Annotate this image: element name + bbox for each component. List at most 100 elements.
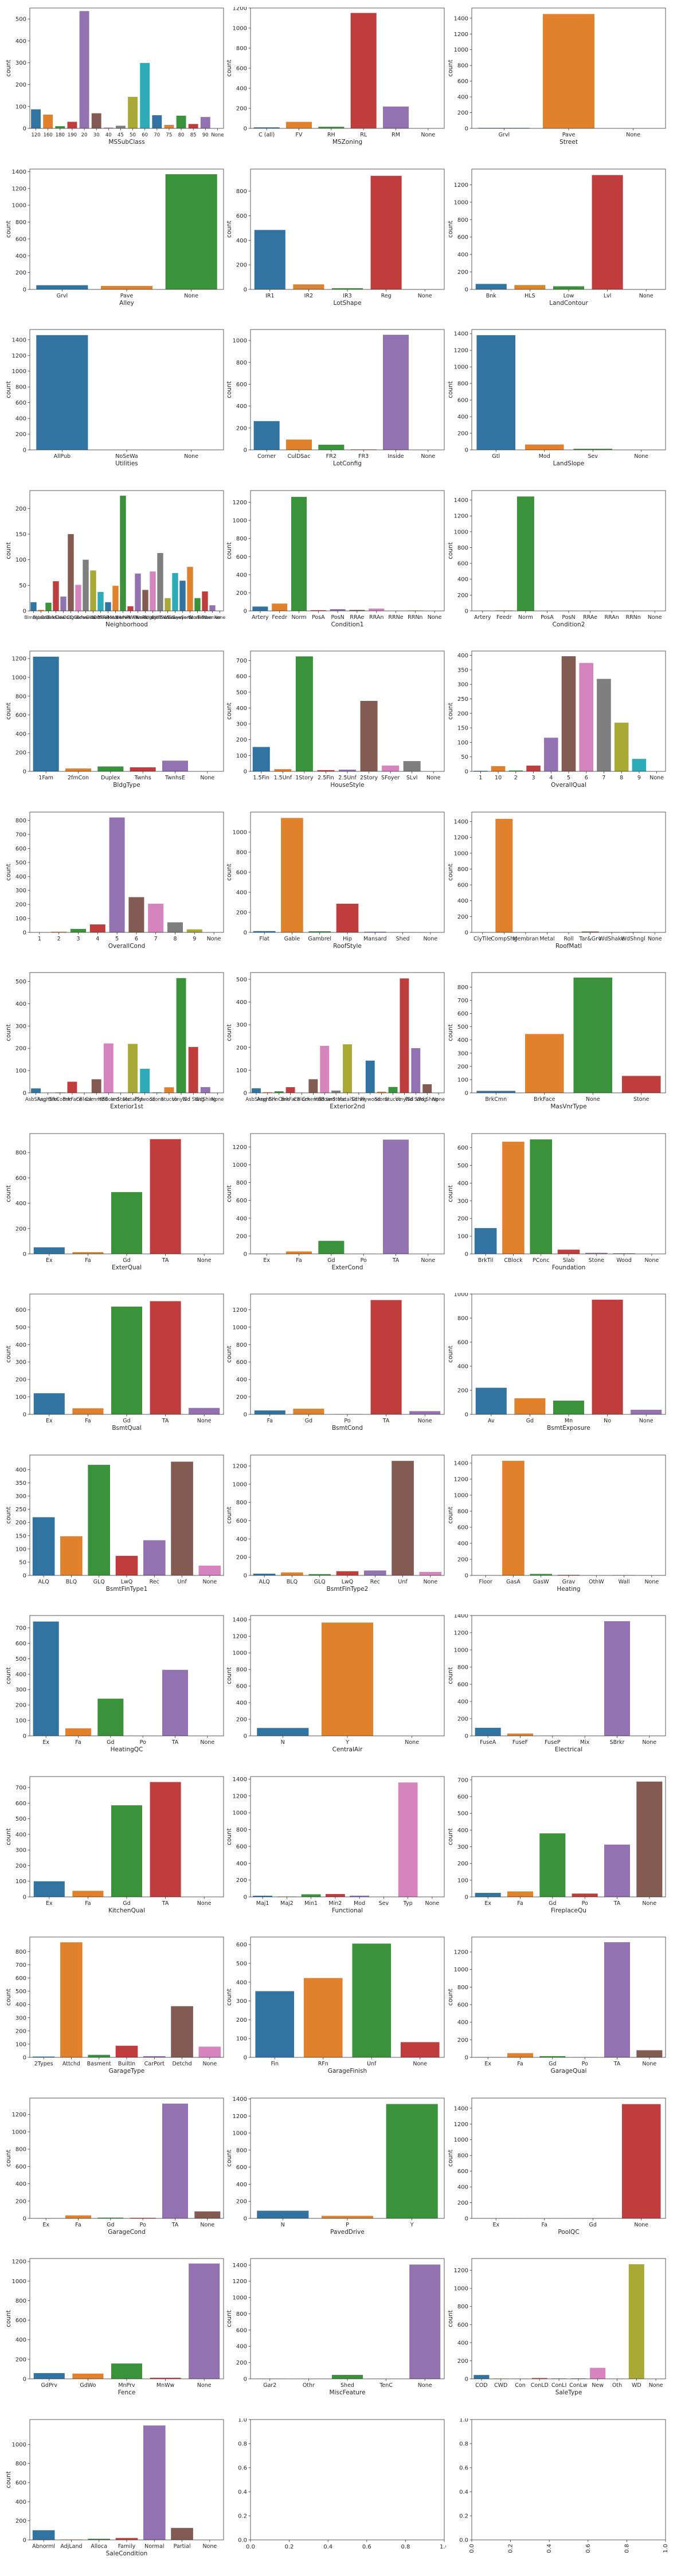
y-tick-label: 400	[457, 414, 468, 421]
y-tick-label: 0	[244, 1734, 247, 1740]
x-tick-label: Gd	[327, 1257, 335, 1264]
y-axis-label: count	[226, 60, 233, 77]
y-tick-label: 0	[23, 1091, 26, 1097]
y-tick-label: 800	[15, 2298, 26, 2304]
chart-panel: 0100200300400500AsbShngAsphShnBrkCommBrk…	[5, 971, 225, 1129]
y-tick-label: 1200	[454, 1477, 468, 1483]
y-tick-label: 200	[236, 1877, 247, 1884]
x-tick-label: P	[346, 2222, 349, 2228]
bar	[604, 1621, 630, 1736]
axes-frame	[251, 651, 444, 771]
y-tick-label: 100	[15, 1718, 26, 1724]
x-tick-label: SFoyer	[381, 775, 400, 781]
x-tick-label: 7	[154, 936, 158, 942]
bar	[517, 496, 534, 611]
x-tick-label: Fa	[517, 1900, 523, 1907]
y-tick-label: 1200	[454, 1630, 468, 1637]
x-tick-label: Oth	[612, 2382, 622, 2389]
y-tick-label: 400	[236, 572, 247, 578]
x-tick-label: TA	[162, 1900, 169, 1907]
bar	[43, 115, 53, 128]
bar	[507, 1734, 533, 1736]
bar	[111, 1307, 142, 1414]
y-tick-label: 400	[457, 2185, 468, 2191]
x-tick-label: Unf	[367, 2061, 377, 2067]
bar	[72, 1252, 103, 1254]
y-tick-label: 600	[457, 1682, 468, 1688]
y-tick-label: 600	[15, 2480, 26, 2487]
x-axis-label: GarageFinish	[328, 2068, 367, 2075]
bar	[476, 1091, 515, 1093]
x-tick-label: Grvl	[57, 293, 68, 299]
x-tick-label: C (all)	[259, 132, 275, 138]
bar	[573, 978, 612, 1093]
bar	[253, 747, 270, 771]
bar	[475, 1228, 497, 1254]
y-tick-label: 400	[457, 252, 468, 258]
x-tick-label: Gd	[123, 1257, 130, 1264]
bar	[116, 2046, 138, 2057]
x-tick-label: N	[281, 2222, 285, 2228]
x-tick-label: Gd	[123, 1418, 130, 1424]
y-tick-label: 200	[15, 2198, 26, 2205]
bar	[162, 1670, 188, 1736]
x-tick-label: Corner	[257, 453, 276, 460]
y-tick-label: 1.0	[238, 2418, 247, 2424]
bar	[105, 602, 111, 611]
bar	[291, 497, 307, 611]
y-tick-label: 600	[457, 1145, 468, 1151]
y-tick-label: 1200	[454, 835, 468, 841]
x-tick-label: 6	[585, 775, 588, 781]
y-tick-label: 500	[236, 977, 247, 983]
bar	[36, 335, 88, 450]
y-tick-label: 400	[457, 898, 468, 904]
y-tick-label: 800	[15, 219, 26, 226]
x-tick-label: COD	[475, 2382, 487, 2389]
y-tick-label: 400	[457, 2020, 468, 2026]
bar	[162, 2104, 188, 2218]
x-tick-label: 20	[81, 132, 88, 138]
x-tick-label: 180	[56, 132, 65, 138]
y-tick-label: 800	[457, 381, 468, 387]
x-tick-label: ALQ	[259, 1579, 270, 1585]
bar	[150, 571, 155, 611]
axes-frame	[251, 8, 444, 128]
x-tick-label: Gd	[305, 1418, 312, 1424]
x-axis-label: Utilities	[115, 460, 138, 467]
y-tick-label: 400	[457, 1181, 468, 1187]
y-tick-label: 0	[465, 2216, 468, 2222]
x-axis-label: MiscFeature	[330, 2389, 366, 2396]
y-tick-label: 600	[236, 1684, 247, 1690]
x-tick-label: 80	[178, 132, 185, 138]
y-tick-label: 500	[457, 1811, 468, 1817]
y-tick-label: 0	[244, 287, 247, 293]
y-axis-label: count	[226, 1346, 233, 1363]
x-tick-label: OthW	[589, 1579, 604, 1585]
y-tick-label: 400	[15, 1342, 26, 1348]
y-axis-label: count	[447, 542, 454, 559]
bar	[281, 818, 303, 932]
x-tick-label: LwQ	[121, 1579, 133, 1585]
bar	[128, 897, 144, 932]
bar	[530, 1139, 552, 1254]
y-tick-label: 1200	[233, 1307, 247, 1314]
bar	[553, 1401, 584, 1414]
x-tick-label: 1Story	[295, 775, 314, 781]
bar	[411, 1048, 420, 1093]
x-tick-label: TwnhsE	[165, 775, 185, 781]
bar	[150, 1782, 181, 1897]
x-tick-label: None	[200, 775, 214, 781]
bar	[336, 1571, 359, 1575]
x-axis-label: Heating	[557, 1586, 580, 1593]
axes-frame	[472, 169, 666, 289]
y-tick-label: 0	[244, 2377, 247, 2383]
bar	[90, 570, 96, 611]
bar	[150, 1139, 181, 1254]
